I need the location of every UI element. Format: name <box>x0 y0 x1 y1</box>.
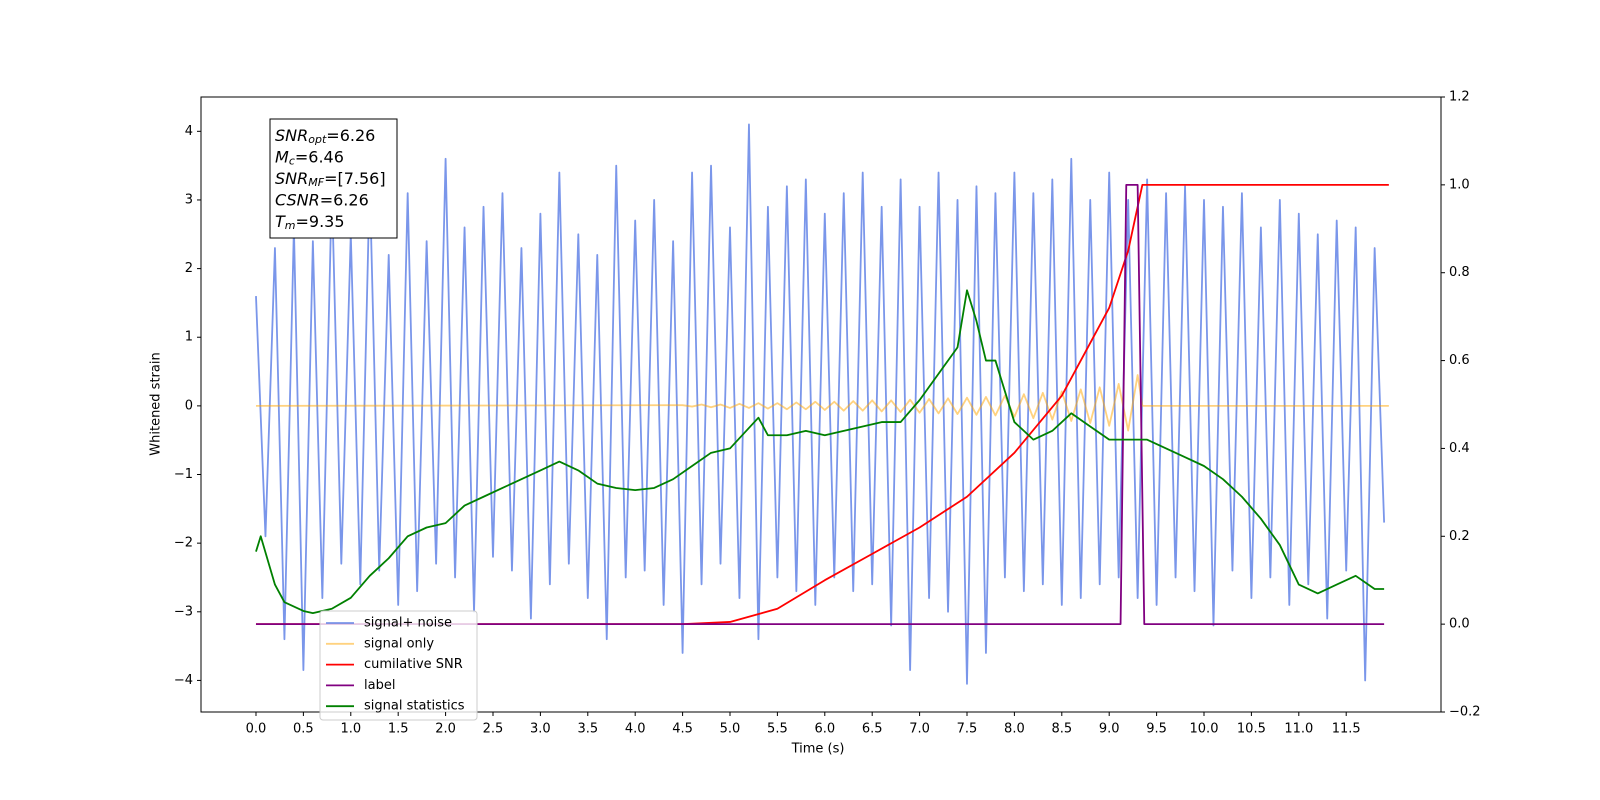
annotation: CSNR=6.26 <box>275 190 369 209</box>
annotation: SNRopt=6.26 <box>275 126 375 147</box>
axes-frame <box>200 96 1442 713</box>
x-tick-label: 0.5 <box>293 722 314 737</box>
annotation-text: =6.26 <box>320 190 369 209</box>
y-tick-label: 4 <box>185 124 193 139</box>
x-tick-label: 1.5 <box>388 722 409 737</box>
y2-tick-label: −0.2 <box>1449 705 1481 720</box>
x-tick-label: 3.5 <box>577 722 598 737</box>
series-line <box>255 289 1385 615</box>
x-tick-label: 4.5 <box>672 722 693 737</box>
x-tick-label: 0.0 <box>246 722 267 737</box>
x-tick-label: 11.0 <box>1284 722 1313 737</box>
annotation-text: =6.46 <box>295 147 344 166</box>
x-tick-label: 8.0 <box>1004 722 1025 737</box>
legend-label: cumilative SNR <box>364 657 463 672</box>
annotation-subscript: c <box>289 155 295 168</box>
y2-tick-label: 0.4 <box>1449 441 1470 456</box>
y2-tick-label: 0.0 <box>1449 617 1470 632</box>
x-tick-label: 10.0 <box>1190 722 1219 737</box>
annotation-text: =9.35 <box>296 212 345 231</box>
legend-label: signal only <box>364 636 434 651</box>
x-axis-label: Time (s) <box>791 742 845 757</box>
annotation-symbol: SNR <box>275 169 308 188</box>
annotation: Tm=9.35 <box>275 212 345 233</box>
annotation-subscript: MF <box>308 176 324 189</box>
annotation-symbol: M <box>275 147 289 166</box>
y-tick-label: −4 <box>174 673 193 688</box>
y-tick-label: 2 <box>185 261 193 276</box>
x-tick-label: 6.0 <box>814 722 835 737</box>
y-axis-label: Whitened strain <box>149 352 164 455</box>
x-tick-label: 2.5 <box>483 722 504 737</box>
annotation-subscript: m <box>285 219 296 232</box>
legend-box <box>319 610 478 721</box>
y-tick-label: −1 <box>174 467 193 482</box>
x-tick-label: 5.5 <box>767 722 788 737</box>
x-tick-label: 1.0 <box>340 722 361 737</box>
legend-label: label <box>364 678 395 693</box>
annotation-text: =[7.56] <box>324 169 386 188</box>
x-tick-label: 7.0 <box>909 722 930 737</box>
y-tick-label: −2 <box>174 536 193 551</box>
y2-tick-label: 0.2 <box>1449 529 1470 544</box>
x-tick-label: 10.5 <box>1237 722 1266 737</box>
x-tick-label: 9.5 <box>1146 722 1167 737</box>
y-tick-label: 1 <box>185 330 193 345</box>
annotation-text: =6.26 <box>326 126 375 145</box>
series-line <box>255 183 1385 626</box>
plot-area <box>255 123 1389 685</box>
annotation: SNRMF=[7.56] <box>275 169 386 190</box>
x-tick-label: 11.5 <box>1332 722 1361 737</box>
legend-label: signal statistics <box>364 699 465 714</box>
x-tick-label: 6.5 <box>862 722 883 737</box>
y-tick-label: −3 <box>174 604 193 619</box>
legend-label: signal+ noise <box>364 616 452 631</box>
x-tick-label: 3.0 <box>530 722 551 737</box>
annotation: Mc=6.46 <box>275 147 344 168</box>
series-line <box>255 123 1386 685</box>
y2-tick-label: 0.8 <box>1449 265 1470 280</box>
x-tick-label: 2.0 <box>435 722 456 737</box>
annotation-box <box>269 118 398 239</box>
x-tick-label: 4.0 <box>625 722 646 737</box>
y2-tick-label: 1.2 <box>1449 90 1470 105</box>
x-tick-label: 8.5 <box>1051 722 1072 737</box>
y2-tick-label: 1.0 <box>1449 177 1470 192</box>
annotation-subscript: opt <box>308 133 327 146</box>
annotation-symbol: T <box>275 212 286 231</box>
x-tick-label: 9.0 <box>1099 722 1120 737</box>
x-tick-label: 7.5 <box>957 722 978 737</box>
annotation-symbol: SNR <box>275 126 308 145</box>
y-tick-label: 3 <box>185 192 193 207</box>
annotation-symbol: CSNR <box>275 190 320 209</box>
y-tick-label: 0 <box>185 398 193 413</box>
x-tick-label: 5.0 <box>720 722 741 737</box>
y2-tick-label: 0.6 <box>1449 353 1470 368</box>
